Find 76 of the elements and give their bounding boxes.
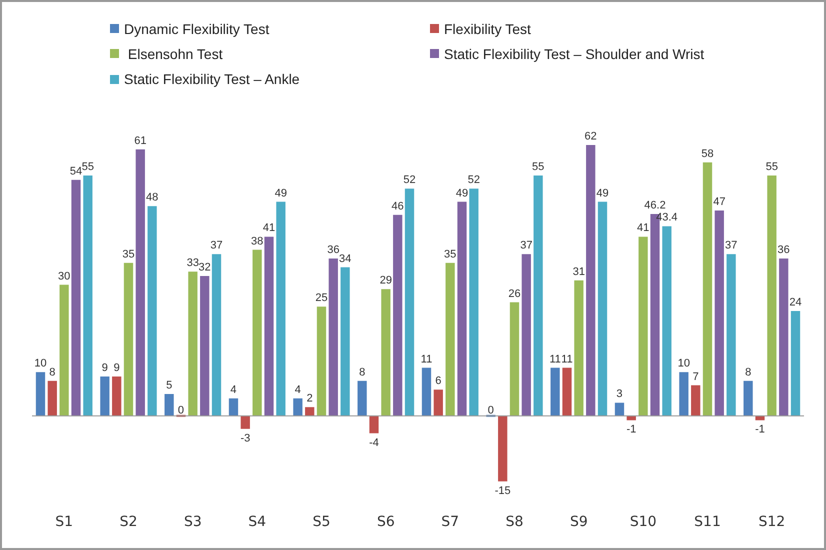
data-label: 6 <box>435 375 442 388</box>
data-label: 33 <box>186 257 199 270</box>
data-label: 48 <box>146 192 158 204</box>
data-label: 8 <box>745 366 752 378</box>
data-label: 25 <box>315 292 328 304</box>
data-label: 58 <box>701 148 714 160</box>
data-label: 11 <box>420 353 432 366</box>
data-label: 35 <box>122 248 135 260</box>
legend-label: Static Flexibility Test – Ankle <box>124 71 300 88</box>
data-label: 62 <box>584 130 597 142</box>
data-label: -1 <box>626 424 636 436</box>
data-label: 55 <box>82 161 94 174</box>
data-label: 46 <box>392 200 404 212</box>
data-label: 8 <box>49 366 56 378</box>
data-label: 26 <box>508 288 521 300</box>
x-tick-label: S4 <box>248 514 266 530</box>
data-label: 10 <box>34 358 47 370</box>
data-label: 24 <box>789 296 802 308</box>
x-tick-label: S9 <box>570 514 588 530</box>
data-label: 36 <box>327 244 340 256</box>
data-label: -1 <box>755 424 765 436</box>
x-tick-label: S3 <box>184 514 202 530</box>
legend-label: Dynamic Flexibility Test <box>124 20 270 37</box>
data-label: 0 <box>488 404 494 416</box>
data-label: 9 <box>102 362 108 374</box>
data-label: 46.2 <box>644 200 666 212</box>
data-label: 52 <box>403 174 416 186</box>
data-label: 4 <box>230 384 237 396</box>
data-label: 36 <box>778 244 790 256</box>
data-label: 8 <box>359 366 366 378</box>
data-label: 37 <box>725 240 738 252</box>
legend-label: Static Flexibility Test – Shoulder and Wrist <box>444 46 704 62</box>
data-label: 37 <box>520 240 532 252</box>
data-label: 41 <box>637 222 650 234</box>
data-label: 49 <box>274 187 287 200</box>
data-label: 38 <box>251 235 264 248</box>
data-label: 11 <box>549 353 561 366</box>
data-label: 54 <box>70 165 82 178</box>
data-label: 10 <box>678 358 690 370</box>
data-label: -3 <box>240 432 250 444</box>
data-label: 31 <box>572 266 585 278</box>
data-label: 3 <box>616 388 623 400</box>
data-label: 30 <box>58 270 70 282</box>
x-tick-label: S2 <box>120 514 138 530</box>
data-label: 47 <box>713 196 726 208</box>
x-tick-label: S11 <box>694 514 721 530</box>
data-label: 61 <box>134 134 146 147</box>
data-label: 7 <box>692 370 699 383</box>
data-label: 32 <box>198 262 211 274</box>
x-tick-label: S7 <box>441 514 460 530</box>
data-label: 49 <box>456 187 468 200</box>
data-label: 52 <box>468 174 480 186</box>
x-tick-label: S5 <box>312 514 330 530</box>
data-label: 55 <box>532 161 544 174</box>
data-label: 0 <box>178 404 184 416</box>
legend-label: Elsensohn Test <box>126 46 223 62</box>
data-label: 49 <box>596 187 609 200</box>
data-label: 5 <box>166 380 172 392</box>
data-label: 34 <box>339 252 352 265</box>
x-tick-label: S8 <box>506 514 524 530</box>
data-label: 41 <box>262 222 276 234</box>
data-label: 4 <box>294 384 301 396</box>
data-label: 9 <box>114 362 120 374</box>
data-label: 11 <box>561 353 573 366</box>
data-label: 35 <box>444 248 456 260</box>
data-label: 2 <box>306 392 313 405</box>
data-label: 55 <box>766 161 778 174</box>
x-tick-label: S10 <box>630 514 657 530</box>
x-tick-label: S12 <box>758 514 786 530</box>
data-label: 37 <box>210 240 223 252</box>
data-label: -15 <box>494 484 511 497</box>
data-label: 29 <box>380 274 392 287</box>
data-label: -4 <box>369 436 379 449</box>
legend-label: Flexibility Test <box>444 20 531 37</box>
x-tick-label: S6 <box>376 514 395 530</box>
x-tick-label: S1 <box>55 514 74 530</box>
